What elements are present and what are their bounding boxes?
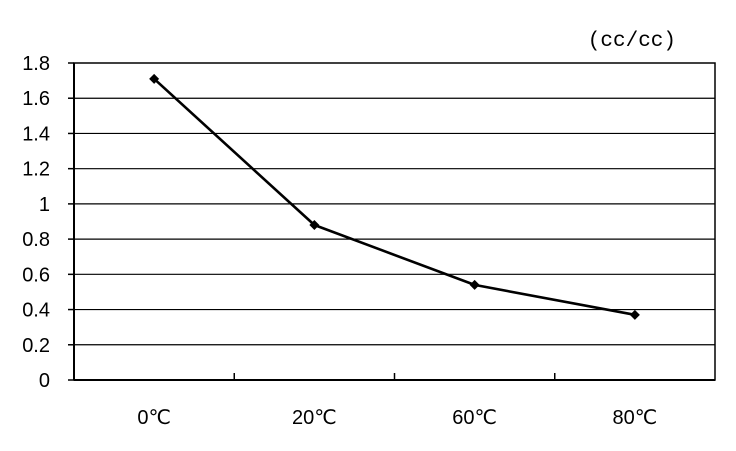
gridlines [74, 97, 715, 346]
data-points [149, 73, 640, 320]
x-axis-ticks [233, 373, 556, 380]
series-line [153, 77, 636, 317]
x-axis-labels: 0℃ 20℃ 60℃ 80℃ [137, 407, 657, 429]
y-tick-label: 1.6 [22, 88, 50, 110]
plot-area [68, 62, 716, 381]
y-tick-label: 0.4 [22, 300, 50, 322]
y-tick-label: 0 [39, 370, 50, 392]
data-point-marker [469, 279, 480, 290]
y-axis-labels: 0 0.2 0.4 0.6 0.8 1 1.2 1.4 1.6 1.8 [22, 53, 50, 392]
x-tick-label: 80℃ [613, 407, 658, 429]
data-point-marker [309, 220, 320, 231]
y-tick-label: 1.8 [22, 53, 50, 75]
data-point-marker [149, 73, 160, 84]
y-tick-label: 1 [39, 194, 50, 216]
x-tick-label: 60℃ [452, 407, 497, 429]
y-tick-label: 0.2 [22, 335, 50, 357]
y-tick-label: 0.8 [22, 229, 50, 251]
plot-frame [73, 62, 716, 381]
y-tick-label: 1.2 [22, 159, 50, 181]
x-tick-label: 0℃ [137, 407, 171, 429]
x-tick-label: 20℃ [292, 407, 337, 429]
data-point-marker [629, 309, 640, 320]
y-tick-label: 1.4 [22, 123, 50, 145]
unit-label: (cc/cc) [588, 30, 676, 53]
y-tick-label: 0.6 [22, 264, 50, 286]
